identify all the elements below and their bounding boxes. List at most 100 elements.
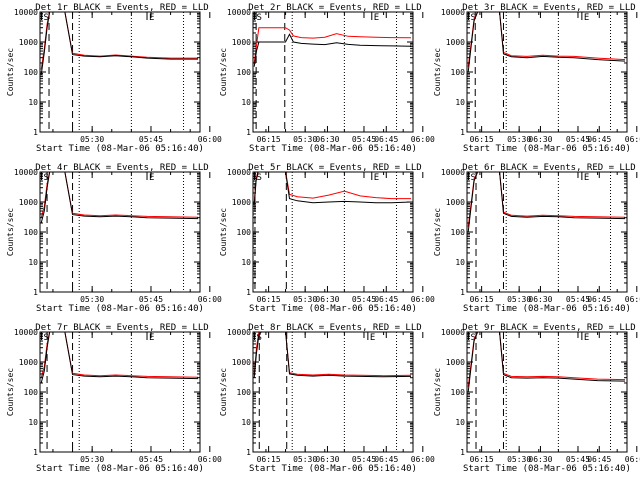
y-tick-label: 1000 [232,38,251,47]
y-tick-label: 100 [451,228,466,237]
y-tick-label: 10000 [14,328,38,337]
x-tick-label: 05:45 [566,295,590,304]
series-group [253,27,412,67]
x-tick-label: 06:15 [470,455,494,464]
y-tick-label: 1000 [19,198,38,207]
series-line-red [253,172,411,204]
end-marker-label: E [149,333,154,343]
y-tick-label: 10 [28,418,38,427]
start-marker-label: S [471,333,476,343]
y-tick-label: 100 [451,388,466,397]
x-axis-label: Start Time (08-Mar-06 05:16:40) [463,464,631,474]
y-tick-label: 1 [246,448,251,457]
y-tick-label: 10000 [14,8,38,17]
x-tick-label: 06:30 [528,135,552,144]
series-line-black [253,33,412,67]
y-tick-label: 10000 [227,328,251,337]
start-marker-label: S [471,173,476,183]
series-line-red [253,27,412,64]
series-line-red [467,332,626,387]
x-tick-label: 05:30 [507,135,531,144]
y-axis-label: Counts/sec [433,208,442,256]
series-line-red [40,172,199,218]
series-group [253,332,412,378]
y-tick-label: 100 [237,68,252,77]
end-marker-label: E [149,173,154,183]
end-marker-label: E [374,173,379,183]
series-line-black [40,172,199,224]
y-tick-label: 10 [241,98,251,107]
y-tick-label: 1000 [446,358,465,367]
end-marker-label: E [149,13,154,23]
plot-frame [252,11,414,133]
x-tick-label: 05:45 [139,295,163,304]
x-tick-label: 05:30 [80,135,104,144]
x-tick-label: 05:45 [352,455,376,464]
x-tick-label: 05:30 [80,295,104,304]
x-tick-label: 06:00 [411,455,435,464]
x-axis-label: Start Time (08-Mar-06 05:16:40) [36,144,204,154]
x-tick-label: 06:00 [411,295,435,304]
plot-frame [466,171,628,293]
series-line-black [253,332,412,378]
plot-frame [39,171,201,293]
y-tick-label: 1000 [232,358,251,367]
x-tick-label: 05:30 [507,455,531,464]
y-tick-label: 1000 [19,358,38,367]
end-marker-label: E [374,13,379,23]
end-marker-label: E [370,333,375,343]
series-line-black [467,332,626,393]
y-axis-label: Counts/sec [433,48,442,96]
panel-title: Det 4r BLACK = Events, RED = LLD [35,163,208,173]
series-line-red [40,12,198,70]
x-tick-label: 06:15 [257,455,281,464]
x-tick-label: 06:45 [587,295,611,304]
series-group [40,172,199,224]
series-line-red [40,332,199,378]
x-tick-label: 06:30 [315,455,339,464]
x-axis-label: Start Time (08-Mar-06 05:16:40) [463,304,631,314]
y-tick-label: 10000 [227,168,251,177]
start-marker-label: S [471,13,476,23]
series-group [467,332,626,393]
y-tick-label: 100 [24,68,39,77]
x-tick-label: 06:15 [470,295,494,304]
series-group [40,12,198,75]
y-tick-label: 1 [33,128,38,137]
y-tick-label: 1 [246,128,251,137]
series-line-black [253,172,412,205]
panel-title: Det 3r BLACK = Events, RED = LLD [462,3,635,13]
y-tick-label: 10000 [14,168,38,177]
x-tick-label: 05:45 [139,135,163,144]
x-tick-label: 05:45 [566,135,590,144]
plot-frame [252,331,414,453]
x-tick-label: 05:30 [293,455,317,464]
series-line-black [467,172,626,233]
x-axis-label: Start Time (08-Mar-06 05:16:40) [463,144,631,154]
end-marker-label: E [584,13,589,23]
y-tick-label: 10 [241,258,251,267]
y-tick-label: 1 [460,128,465,137]
y-tick-label: 10000 [441,328,465,337]
series-line-red [467,172,626,227]
series-line-red [467,12,626,67]
panel-title: Det 8r BLACK = Events, RED = LLD [248,323,421,333]
y-tick-label: 1000 [232,198,251,207]
y-axis-label: Counts/sec [6,208,15,256]
y-tick-label: 100 [237,388,252,397]
x-tick-label: 06:15 [470,135,494,144]
x-tick-label: 06:00 [625,295,640,304]
x-tick-label: 06:45 [587,455,611,464]
x-tick-label: 06:30 [315,135,339,144]
start-marker-label: S [44,173,49,183]
y-axis-label: Counts/sec [219,48,228,96]
x-axis-label: Start Time (08-Mar-06 05:16:40) [249,144,417,154]
y-tick-label: 1 [460,288,465,297]
